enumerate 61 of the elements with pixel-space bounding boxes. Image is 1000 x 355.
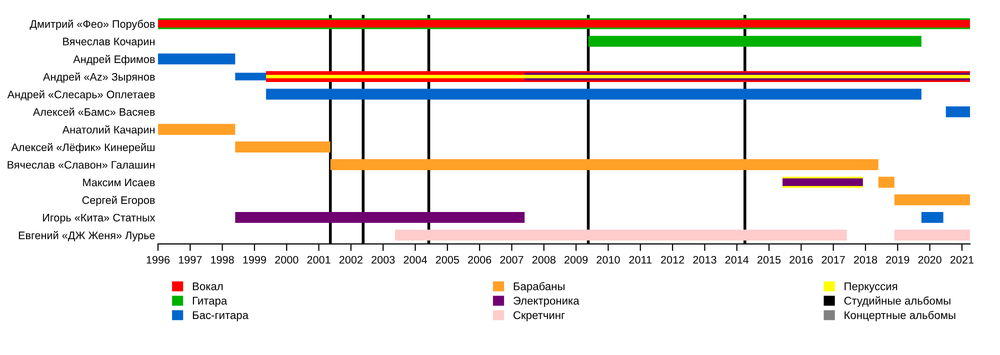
bar <box>330 159 878 170</box>
x-tick-label: 2001 <box>307 256 330 264</box>
bar <box>235 142 330 152</box>
y-tick-label: Андрей «Слесарь» Оплетаев <box>7 90 155 100</box>
bar <box>921 212 944 223</box>
legend-label: Электроника <box>514 296 580 307</box>
x-tick-label: 2011 <box>629 256 652 264</box>
y-tick-label: Андрей Ефимов <box>73 54 155 66</box>
bar <box>588 36 922 47</box>
x-tick-label: 2015 <box>758 256 781 264</box>
legend-label: Гитара <box>192 296 228 307</box>
x-tick-label: 2009 <box>564 256 588 264</box>
y-tick-label: Максим Исаев <box>83 178 155 186</box>
bar <box>894 194 970 206</box>
bar <box>266 88 922 100</box>
bar <box>158 53 236 64</box>
y-tick-label: Сергей Егоров <box>82 196 155 206</box>
x-tick-label: 2019 <box>886 256 910 264</box>
x-tick-label: 1996 <box>146 256 170 264</box>
bar <box>878 176 894 188</box>
x-tick-label: 2004 <box>404 256 427 264</box>
legend-label: Скретчинг <box>514 311 565 322</box>
legend-label: Вокал <box>192 282 223 290</box>
bar <box>946 106 970 118</box>
x-tick-label: 2016 <box>790 256 813 264</box>
bar <box>266 74 970 78</box>
x-tick-label: 2008 <box>532 256 556 264</box>
x-tick-label: 2012 <box>661 256 684 264</box>
x-tick-label: 2020 <box>918 256 942 264</box>
x-tick-label: 1999 <box>243 256 266 264</box>
x-tick-label: 2014 <box>725 256 749 264</box>
x-tick-label: 1998 <box>211 256 234 264</box>
x-tick-label: 2000 <box>275 256 298 264</box>
legend-label: Бас-гитара <box>192 311 249 322</box>
x-tick-label: 2005 <box>436 256 460 264</box>
y-tick-label: Вячеслав «Славон» Галашин <box>8 160 154 169</box>
legend-label: Концертные альбомы <box>844 310 956 322</box>
y-tick-label: Андрей «Az» Зырянов <box>43 72 155 83</box>
x-tick-label: 2021 <box>950 256 974 264</box>
x-tick-label: 2010 <box>596 256 620 264</box>
y-tick-label: Анатолий Качарин <box>62 125 154 136</box>
x-tick-label: 2013 <box>693 256 716 264</box>
x-tick-label: 2017 <box>822 256 845 264</box>
x-tick-label: 2007 <box>500 256 524 264</box>
y-tick-label: Евгений «ДЖ Женя» Лурье <box>18 231 155 242</box>
y-tick-label: Дмитрий «Фео» Порубов <box>30 20 155 30</box>
legend-label: Перкуссия <box>844 282 898 292</box>
y-tick-label: Алексей «Бамс» Васяев <box>32 108 155 116</box>
x-tick-label: 2018 <box>854 256 878 264</box>
x-tick-label: 2006 <box>468 256 492 264</box>
y-tick-label: Игорь «Кита» Статных <box>43 214 156 224</box>
bar <box>158 124 236 135</box>
x-tick-label: 2002 <box>339 256 362 264</box>
x-tick-label: 2003 <box>372 256 395 264</box>
y-tick-label: Вячеслав Кочарин <box>63 38 154 48</box>
bar <box>395 230 847 241</box>
y-tick-label: Алексей «Лёфик» Кинерейш <box>11 142 154 154</box>
bar <box>894 230 970 241</box>
legend-label: Барабаны <box>514 282 564 292</box>
legend-label: Студийные альбомы <box>844 296 950 307</box>
x-tick-label: 1997 <box>178 256 202 264</box>
